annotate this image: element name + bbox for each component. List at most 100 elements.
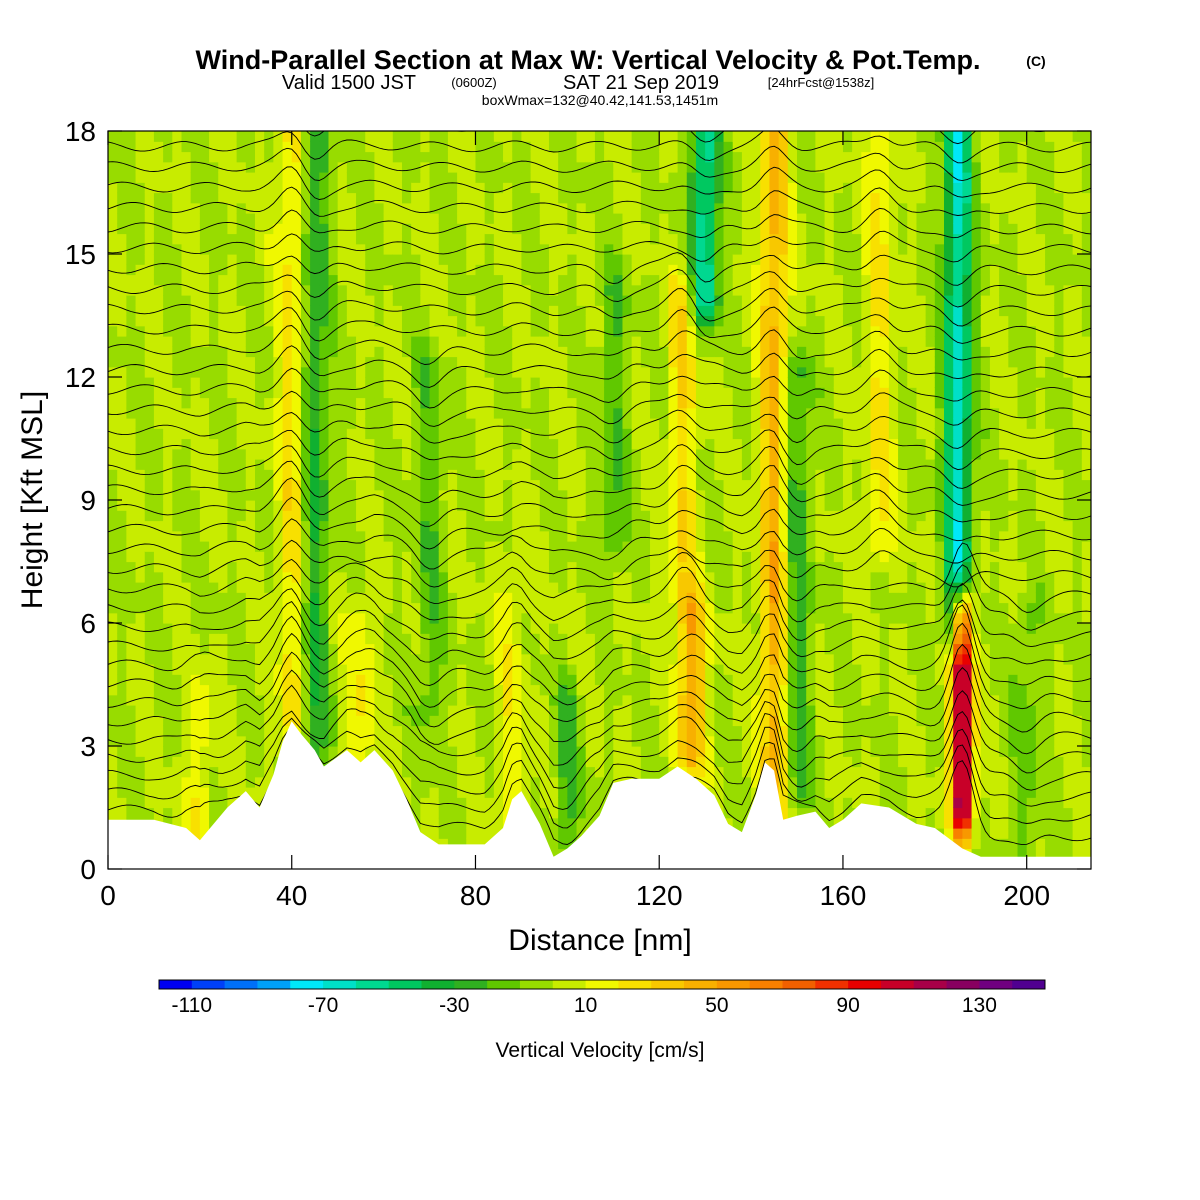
- w-cell: [300, 161, 311, 173]
- w-cell: [548, 346, 559, 358]
- w-cell: [199, 161, 210, 173]
- w-cell: [181, 141, 192, 153]
- w-cell: [567, 541, 578, 552]
- w-cell: [640, 592, 651, 604]
- w-cell: [374, 530, 385, 542]
- w-cell: [567, 459, 578, 470]
- w-cell: [530, 602, 541, 614]
- w-cell: [604, 500, 614, 511]
- w-cell: [723, 746, 734, 757]
- w-cell: [218, 346, 229, 358]
- w-cell: [539, 233, 550, 245]
- w-cell: [475, 612, 486, 624]
- w-cell: [411, 797, 421, 809]
- w-cell: [172, 684, 183, 696]
- w-cell: [613, 233, 624, 245]
- w-cell: [117, 172, 127, 183]
- w-cell: [650, 438, 660, 450]
- w-cell: [714, 377, 725, 388]
- w-cell: [604, 366, 614, 378]
- w-cell: [236, 746, 247, 757]
- w-cell: [521, 346, 532, 358]
- w-cell: [365, 500, 376, 511]
- w-cell: [548, 807, 559, 819]
- w-cell: [199, 551, 210, 563]
- w-cell: [677, 500, 688, 511]
- w-cell: [365, 684, 376, 696]
- w-cell: [585, 192, 596, 204]
- w-cell: [723, 387, 734, 399]
- w-cell: [576, 489, 587, 501]
- w-cell: [438, 797, 449, 809]
- w-cell: [411, 418, 421, 429]
- w-cell: [558, 459, 568, 470]
- w-cell: [291, 387, 302, 399]
- w-cell: [356, 500, 366, 511]
- w-cell: [356, 346, 366, 358]
- w-cell: [741, 684, 752, 696]
- w-cell: [548, 643, 559, 655]
- w-cell: [392, 131, 403, 142]
- w-cell: [585, 592, 596, 604]
- w-cell: [650, 418, 660, 429]
- w-cell: [447, 602, 458, 614]
- w-cell: [117, 664, 127, 675]
- w-cell: [199, 131, 210, 142]
- w-cell: [401, 233, 412, 245]
- w-cell: [539, 202, 550, 214]
- w-cell: [401, 653, 412, 665]
- w-cell: [328, 356, 339, 368]
- w-cell: [236, 325, 247, 337]
- w-cell: [227, 397, 238, 409]
- w-cell: [475, 366, 486, 378]
- w-cell: [732, 664, 743, 675]
- w-cell: [447, 756, 458, 768]
- w-cell: [245, 653, 256, 665]
- w-cell: [108, 684, 118, 696]
- w-cell: [576, 428, 587, 440]
- w-cell: [493, 284, 504, 296]
- w-cell: [705, 295, 715, 306]
- w-cell: [264, 561, 274, 573]
- w-cell: [273, 387, 284, 399]
- w-cell: [209, 459, 219, 470]
- w-cell: [521, 694, 532, 706]
- w-cell: [539, 428, 550, 440]
- w-cell: [365, 325, 376, 337]
- w-cell: [512, 766, 523, 778]
- w-cell: [466, 684, 477, 696]
- w-cell: [475, 510, 486, 522]
- w-cell: [530, 172, 541, 183]
- w-cell: [622, 325, 633, 337]
- w-cell: [172, 530, 183, 542]
- w-cell: [493, 407, 504, 419]
- w-cell: [521, 561, 532, 573]
- w-cell: [695, 459, 706, 470]
- w-cell: [411, 807, 421, 819]
- w-cell: [218, 489, 229, 501]
- w-cell: [475, 346, 486, 358]
- w-cell: [548, 571, 559, 583]
- w-cell: [117, 520, 127, 532]
- w-cell: [190, 325, 201, 337]
- w-cell: [153, 787, 164, 798]
- w-cell: [604, 161, 614, 173]
- w-cell: [163, 705, 173, 716]
- w-cell: [181, 233, 192, 245]
- w-cell: [567, 500, 578, 511]
- w-cell: [659, 756, 669, 768]
- w-cell: [209, 202, 219, 214]
- w-cell: [714, 131, 725, 142]
- w-cell: [401, 274, 412, 286]
- w-cell: [613, 715, 624, 727]
- w-cell: [484, 418, 495, 429]
- w-cell: [438, 438, 449, 450]
- w-cell: [374, 438, 385, 450]
- w-cell: [604, 571, 614, 583]
- w-cell: [383, 715, 394, 727]
- w-cell: [346, 407, 357, 419]
- w-cell: [264, 264, 274, 276]
- w-cell: [530, 489, 541, 501]
- w-cell: [503, 489, 513, 501]
- w-cell: [714, 787, 725, 798]
